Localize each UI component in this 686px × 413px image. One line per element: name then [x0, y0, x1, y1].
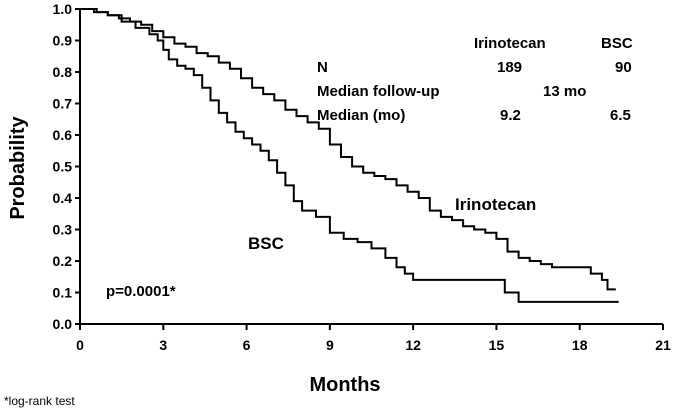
- y-tick-label: 0.2: [53, 253, 73, 269]
- table-row-label-n: N: [317, 59, 328, 76]
- y-tick-label: 1.0: [53, 1, 73, 17]
- footnote: *log-rank test: [4, 394, 75, 408]
- series-label-bsc: BSC: [248, 234, 284, 253]
- table-n-bsc: 90: [615, 59, 632, 76]
- y-tick-label: 0.1: [53, 285, 73, 301]
- irinotecan-curve: [80, 8, 616, 291]
- y-tick-label: 0.9: [53, 33, 73, 49]
- table-follow-up-value: 13 mo: [543, 83, 586, 100]
- table-n-irinotecan: 189: [497, 59, 522, 76]
- x-tick-label: 12: [405, 337, 421, 353]
- x-axis-ticks: 0 3 6 9 12 15 18 21: [76, 324, 671, 353]
- y-axis-title: Probability: [7, 115, 29, 219]
- y-tick-label: 0.0: [53, 316, 73, 332]
- x-tick-label: 3: [159, 337, 167, 353]
- p-value-annotation: p=0.0001*: [106, 283, 176, 300]
- inset-table: Irinotecan BSC N 189 90 Median follow-up…: [317, 35, 633, 124]
- x-tick-label: 15: [489, 337, 505, 353]
- x-axis-title: Months: [309, 374, 380, 396]
- y-tick-label: 0.3: [53, 222, 73, 238]
- x-tick-label: 21: [655, 337, 671, 353]
- y-tick-label: 0.4: [53, 190, 73, 206]
- x-tick-label: 9: [326, 337, 334, 353]
- table-header-irinotecan: Irinotecan: [474, 35, 546, 52]
- series-label-irinotecan: Irinotecan: [455, 195, 536, 214]
- x-tick-label: 18: [572, 337, 588, 353]
- x-tick-label: 0: [76, 337, 84, 353]
- table-row-label-follow-up: Median follow-up: [317, 83, 439, 100]
- table-median-irinotecan: 9.2: [500, 107, 521, 124]
- y-tick-label: 0.5: [53, 159, 73, 175]
- y-axis-ticks: 0.0 0.1 0.2 0.3 0.4 0.5 0.6 0.7 0.8 0.9 1.0: [53, 1, 80, 332]
- table-median-bsc: 6.5: [610, 107, 631, 124]
- y-tick-label: 0.8: [53, 64, 73, 80]
- y-tick-label: 0.6: [53, 127, 73, 143]
- bsc-curve: [80, 8, 619, 303]
- x-tick-label: 6: [243, 337, 251, 353]
- table-row-label-median: Median (mo): [317, 107, 405, 124]
- table-header-bsc: BSC: [601, 35, 633, 52]
- y-tick-label: 0.7: [53, 96, 73, 112]
